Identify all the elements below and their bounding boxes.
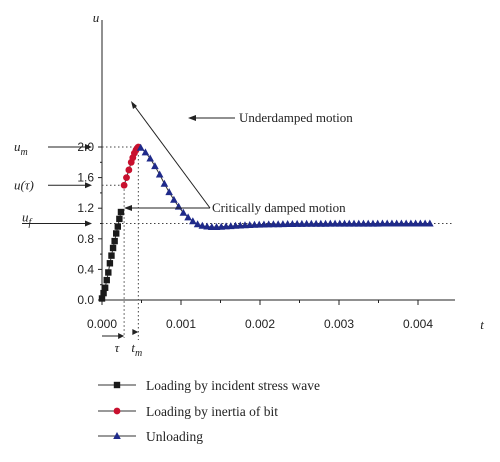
tau-span-arrow (118, 333, 125, 339)
data-point (113, 381, 121, 389)
series-2 (136, 143, 434, 230)
legend: Loading by incident stress wave Loading b… (98, 378, 320, 444)
data-point (100, 289, 107, 297)
um-label: um (14, 139, 28, 158)
x-tick-label: 0.004 (403, 317, 433, 331)
data-point (184, 213, 192, 221)
data-point (165, 188, 173, 196)
y-tick-label: 1.2 (77, 201, 94, 215)
data-point (108, 252, 115, 259)
data-point (136, 143, 145, 151)
um-arrow-head (85, 144, 92, 150)
y-tick-label: 1.6 (77, 171, 94, 185)
y-tick-label: 0.8 (77, 232, 94, 246)
data-point (103, 276, 110, 284)
utau-label: u(τ) (14, 177, 34, 192)
data-point (141, 148, 150, 156)
data-point (146, 154, 154, 162)
y-tick-label: 0.0 (77, 293, 94, 307)
underdamped-arrow-head (188, 115, 196, 121)
data-point (160, 179, 169, 187)
data-point (117, 208, 125, 216)
legend-item: Unloading (98, 429, 203, 444)
legend-label: Loading by inertia of bit (146, 404, 278, 419)
annotation-underdamped: Underdamped motion (239, 110, 353, 125)
uf-label: uf (22, 210, 33, 229)
data-point (170, 195, 178, 203)
data-point (426, 219, 434, 227)
legend-item: Loading by incident stress wave (98, 378, 320, 393)
data-point (113, 432, 121, 439)
critical-arrow-head-1 (131, 101, 137, 109)
data-point (189, 217, 197, 225)
tm-arrow (132, 329, 139, 335)
data-point (203, 222, 211, 230)
uf-arrow-head (85, 220, 92, 227)
legend-item: Loading by inertia of bit (98, 404, 278, 419)
data-point (198, 221, 207, 229)
data-point (174, 202, 183, 210)
tau-label: τ (115, 340, 121, 355)
data-point (155, 170, 164, 178)
x-tick-label: 0.003 (324, 317, 354, 331)
legend-label: Unloading (146, 429, 203, 444)
data-point (151, 162, 159, 170)
critical-arrow-head-2 (124, 205, 132, 211)
x-tick-label: 0.001 (166, 317, 196, 331)
data-point (98, 295, 106, 302)
data-point (109, 244, 117, 252)
data-point (111, 237, 118, 245)
data-point (105, 269, 112, 276)
data-point (113, 407, 121, 415)
series-1 (120, 143, 142, 189)
legend-label: Loading by incident stress wave (146, 378, 320, 393)
data-point (116, 215, 123, 223)
data-point (120, 181, 128, 189)
data-point (113, 230, 120, 237)
data-point (114, 223, 121, 230)
x-axis-label: t (480, 317, 484, 332)
series-0 (98, 208, 125, 302)
data-point (179, 208, 188, 216)
data-point (125, 166, 133, 174)
data-point (106, 260, 114, 267)
annotation-critically-damped: Critically damped motion (212, 200, 346, 215)
x-tick-label: 0.002 (245, 317, 275, 331)
data-point (101, 284, 109, 291)
tm-label: tm (131, 340, 142, 359)
y-axis-label: u (93, 10, 100, 25)
data-point (193, 220, 202, 228)
utau-arrow-head (85, 182, 92, 189)
x-tick-label: 0.000 (87, 317, 117, 331)
y-tick-label: 0.4 (77, 262, 94, 276)
data-point (123, 174, 130, 182)
critical-arrow-line-1 (132, 103, 211, 209)
